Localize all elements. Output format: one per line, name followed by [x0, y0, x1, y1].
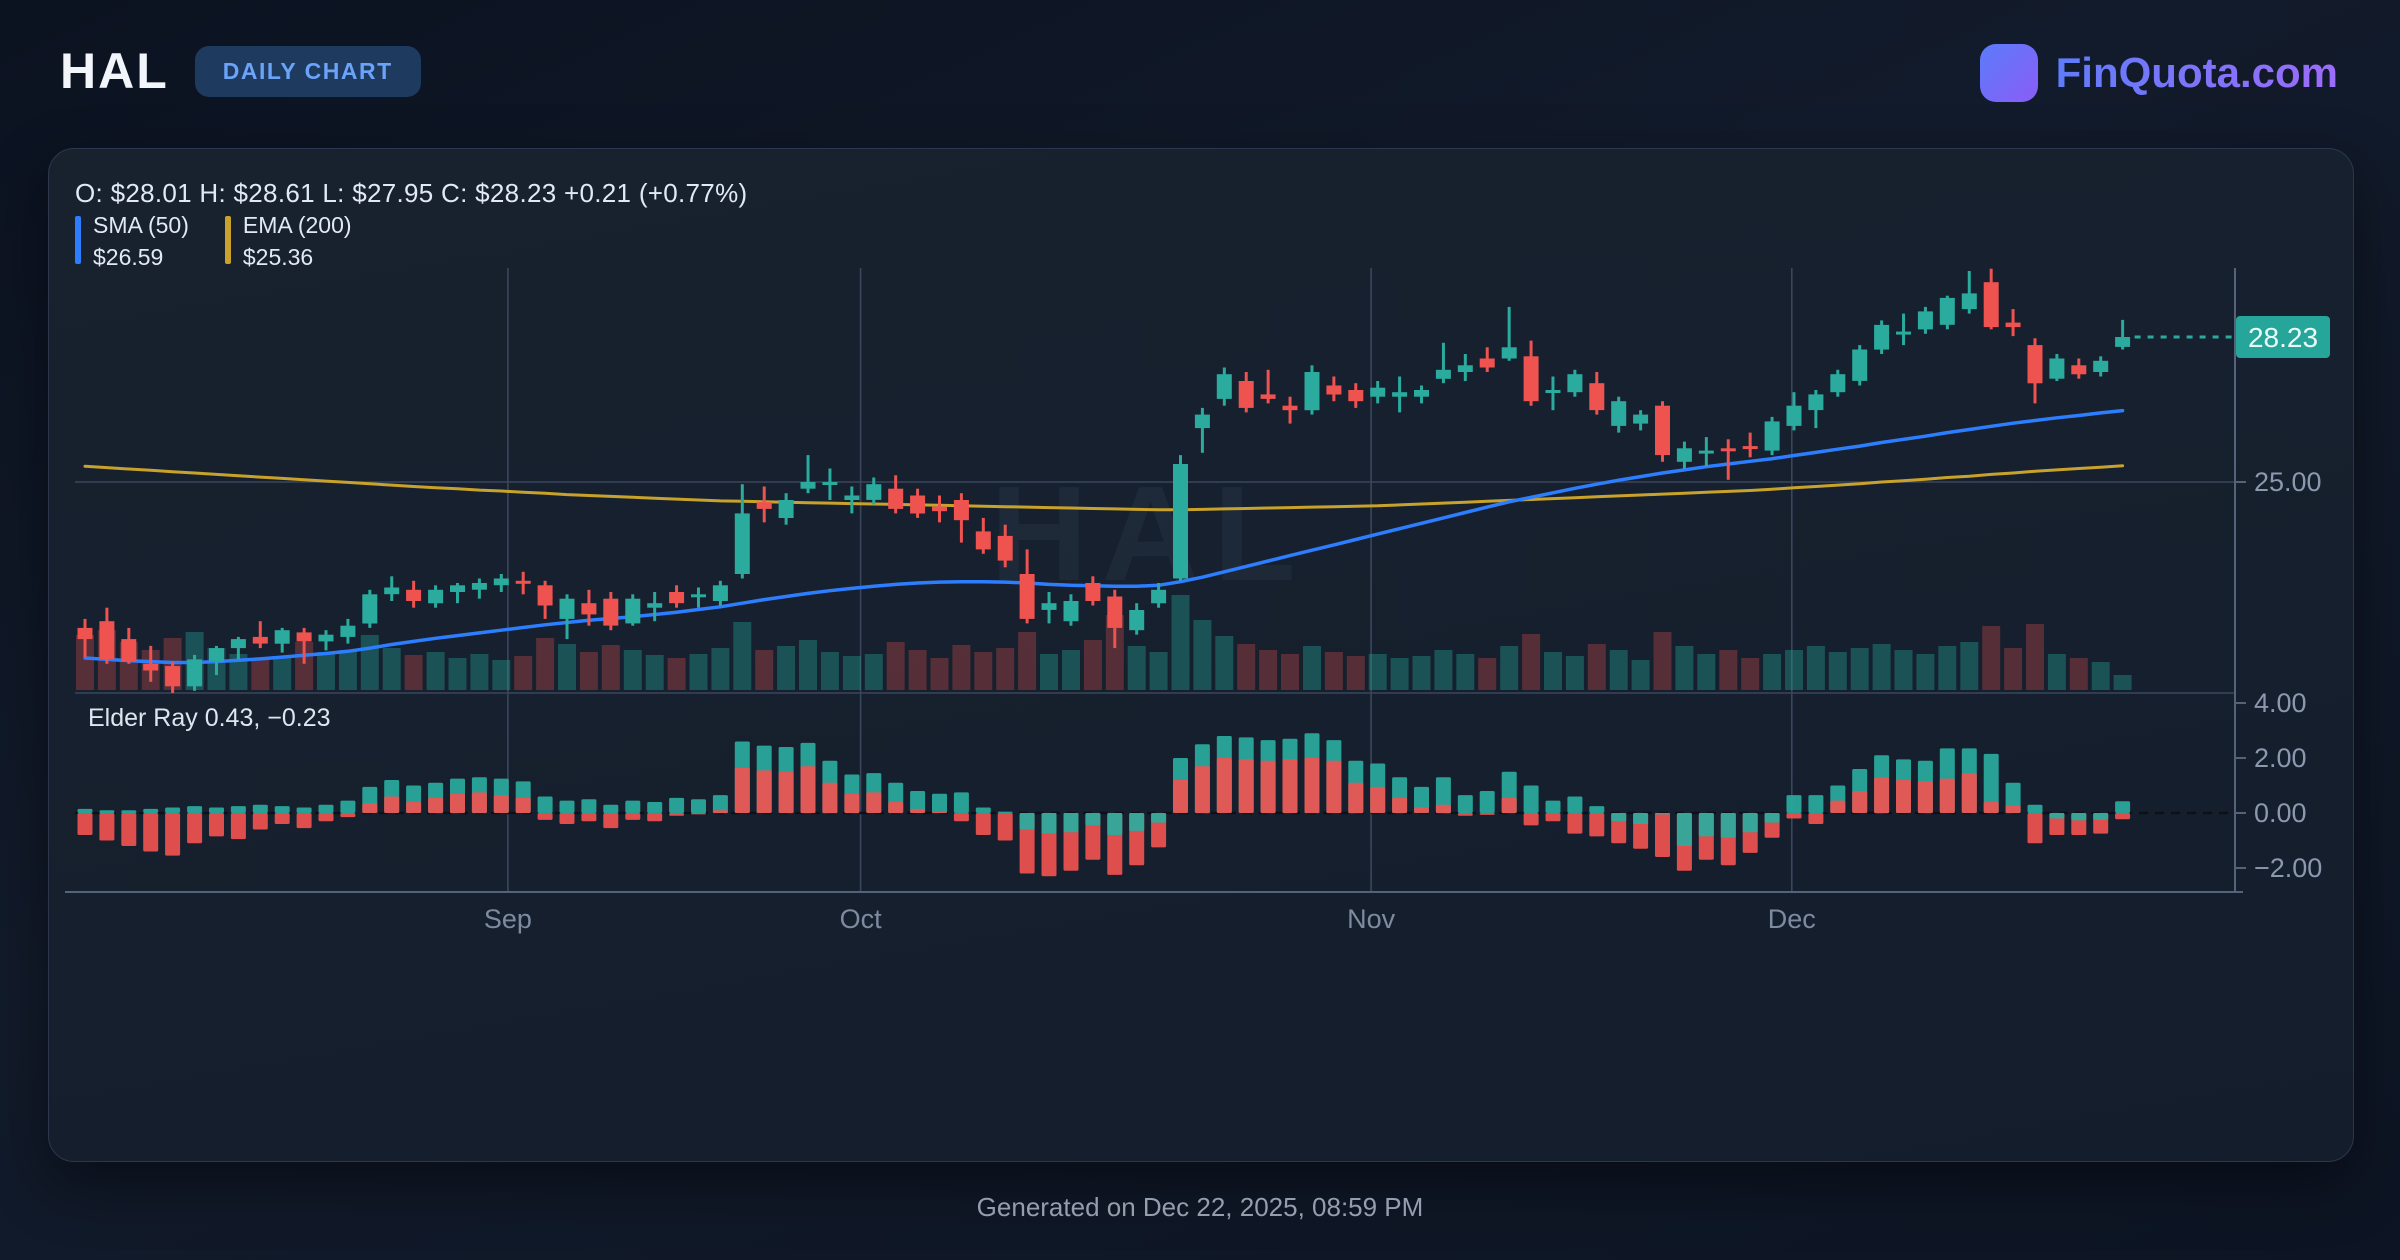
elder-ray-readout: Elder Ray 0.43, −0.23 [88, 704, 331, 732]
legend-ema: EMA (200) $25.36 [224, 212, 352, 271]
timeframe-badge: DAILY CHART [194, 45, 421, 97]
brand-logo: FinQuota.com [1979, 44, 2338, 102]
generated-timestamp: Generated on Dec 22, 2025, 08:59 PM [976, 1192, 1424, 1222]
elder-axis-label: 4.00 [2254, 688, 2307, 718]
elder-axis-label: 2.00 [2254, 743, 2307, 773]
chart-card [48, 148, 2354, 1162]
last-price-label: 28.23 [2248, 322, 2318, 353]
x-axis-month-label: Nov [1347, 904, 1396, 934]
ema-value: $25.36 [242, 244, 314, 270]
legend-sma: SMA (50) $26.59 [75, 212, 189, 271]
x-axis-month-label: Sep [484, 904, 532, 934]
elder-axis-label: −2.00 [2254, 853, 2322, 883]
price-axis-label: 25.00 [2254, 467, 2322, 497]
brand-name: FinQuota.com [2055, 49, 2338, 96]
ohlc-readout: O: $28.01 H: $28.61 L: $27.95 C: $28.23 … [75, 178, 748, 208]
elder-axis-label: 0.00 [2254, 798, 2307, 828]
sma-value: $26.59 [93, 244, 164, 270]
brand-icon [1979, 44, 2038, 102]
sma-color-swatch [75, 216, 81, 264]
indicator-legend: SMA (50) $26.59 EMA (200) $25.36 [75, 212, 352, 271]
sma-label: SMA (50) [93, 212, 189, 238]
header: HAL DAILY CHART [60, 42, 421, 100]
x-axis-month-label: Dec [1768, 904, 1816, 934]
symbol-title: HAL [60, 43, 169, 99]
ema-label: EMA (200) [242, 212, 352, 238]
x-axis-month-label: Oct [840, 904, 883, 934]
ema-color-swatch [224, 216, 231, 264]
last-price-badge [2236, 316, 2330, 358]
